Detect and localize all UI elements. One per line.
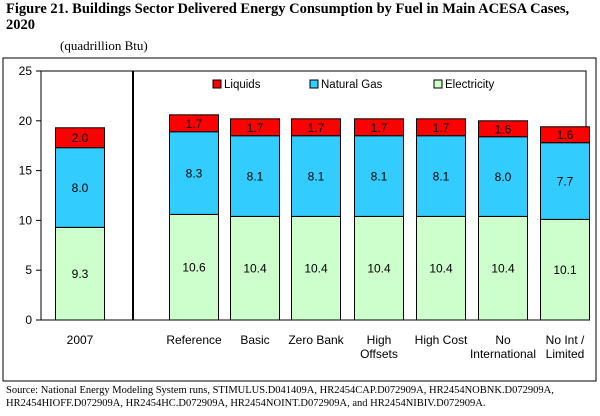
- x-tick-label: Zero Bank: [288, 333, 344, 347]
- bar-electricity: [291, 215, 341, 321]
- bars: 9.3 8.0 2.0 10.6 8.3 1.7 10.4 8.1 1.7 10.4 8.1 1.7 1…: [55, 114, 590, 321]
- y-tick-label: 25: [19, 64, 33, 78]
- x-tick-label: Limited: [546, 347, 585, 361]
- bar-liquids: [540, 126, 590, 144]
- data-label-natural-gas: 8.1: [247, 170, 264, 184]
- bar-liquids: [230, 118, 280, 137]
- legend-label-liquids: Liquids: [224, 79, 261, 91]
- data-label-electricity: 10.4: [243, 262, 267, 276]
- y-tick-label: 20: [19, 114, 33, 128]
- bar-electricity: [55, 226, 105, 321]
- data-label-liquids: 1.7: [247, 121, 264, 135]
- x-tick-label: High Cost: [415, 333, 468, 347]
- data-label-natural-gas: 8.0: [72, 181, 89, 195]
- y-tick-label: 10: [19, 213, 33, 227]
- chart-title: Figure 21. Buildings Sector Delivered En…: [6, 1, 570, 33]
- x-tick-label: International: [470, 347, 536, 361]
- data-label-electricity: 10.4: [429, 262, 453, 276]
- legend: Liquids Natural Gas Electricity: [212, 79, 494, 91]
- bar-liquids: [55, 127, 105, 149]
- x-tick-label: Offsets: [360, 347, 398, 361]
- legend-swatch-liquids: [212, 79, 222, 89]
- x-tick-label: No Int /: [546, 333, 585, 347]
- source-note: Source: National Energy Modeling System …: [6, 385, 554, 409]
- bar-electricity: [354, 215, 404, 321]
- data-label-liquids: 1.7: [371, 121, 388, 135]
- y-tick-label: 5: [25, 263, 32, 277]
- unit-label: (quadrillion Btu): [60, 38, 148, 53]
- data-label-liquids: 1.6: [557, 128, 574, 142]
- data-label-natural-gas: 7.7: [557, 175, 574, 189]
- data-label-liquids: 1.7: [433, 121, 450, 135]
- bar-liquids: [478, 120, 528, 138]
- bar-natural-gas: [540, 142, 590, 220]
- legend-label-electricity: Electricity: [445, 79, 494, 91]
- bar-liquids: [416, 118, 466, 137]
- data-label-liquids: 1.7: [186, 117, 203, 131]
- data-label-natural-gas: 8.1: [433, 170, 450, 184]
- legend-swatch-electricity: [433, 79, 443, 89]
- x-tick-label: 2007: [67, 333, 94, 347]
- bar-natural-gas: [169, 131, 219, 215]
- data-label-natural-gas: 8.0: [495, 170, 512, 184]
- data-label-natural-gas: 8.3: [186, 167, 203, 181]
- data-label-electricity: 10.1: [553, 263, 577, 277]
- bar-electricity: [230, 215, 280, 321]
- data-label-electricity: 9.3: [72, 267, 89, 281]
- data-label-electricity: 10.6: [182, 261, 206, 275]
- y-tick-label: 15: [19, 164, 33, 178]
- bar-electricity: [169, 213, 219, 321]
- y-tick-label: 0: [25, 313, 32, 327]
- data-label-electricity: 10.4: [304, 262, 328, 276]
- bar-electricity: [416, 215, 466, 321]
- legend-swatch-natural-gas: [309, 79, 319, 89]
- x-tick-label: Basic: [240, 333, 269, 347]
- data-label-liquids: 1.6: [495, 122, 512, 136]
- bar-liquids: [354, 118, 404, 137]
- x-tick-label: High: [367, 333, 392, 347]
- data-label-electricity: 10.4: [491, 262, 515, 276]
- stacked-bar-chart: 0 5 10 15 20 25 9.3 8.0 2.0 10.6 8.3 1.7 10.4 8.1 1.7…: [2, 57, 597, 382]
- data-label-liquids: 1.7: [308, 121, 325, 135]
- bar-liquids: [169, 114, 219, 133]
- data-label-electricity: 10.4: [367, 262, 391, 276]
- data-label-liquids: 2.0: [72, 131, 89, 145]
- bar-liquids: [291, 118, 341, 137]
- y-axis: 0 5 10 15 20 25: [19, 64, 41, 327]
- legend-label-natural-gas: Natural Gas: [321, 79, 383, 91]
- x-tick-label: No: [495, 333, 511, 347]
- data-label-natural-gas: 8.1: [308, 170, 325, 184]
- bar-natural-gas: [416, 135, 466, 217]
- x-tick-label: Reference: [166, 333, 222, 347]
- bar-electricity: [478, 215, 528, 321]
- data-label-natural-gas: 8.1: [371, 170, 388, 184]
- bar-natural-gas: [291, 135, 341, 217]
